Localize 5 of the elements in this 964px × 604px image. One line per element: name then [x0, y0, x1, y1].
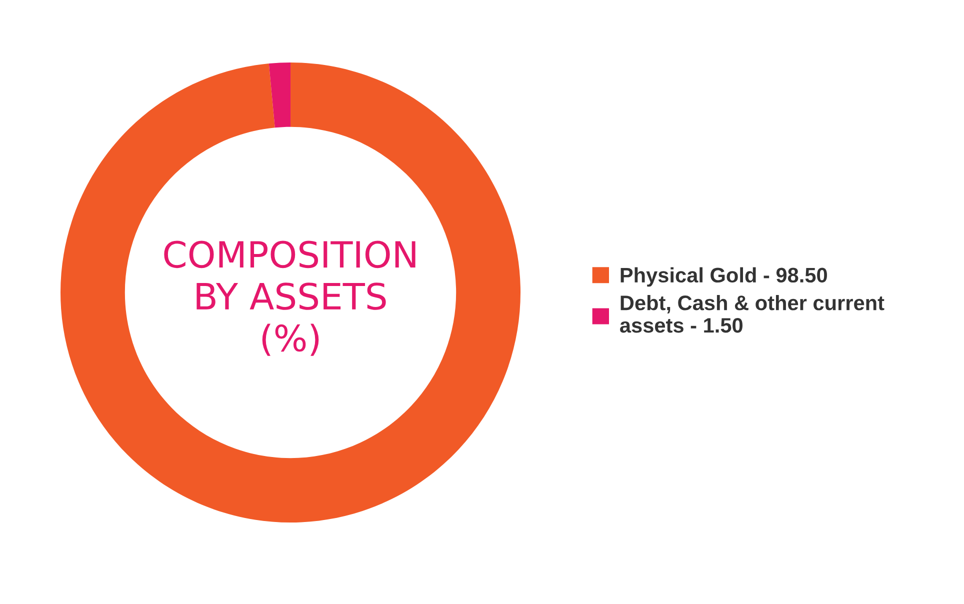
donut-slice — [60, 62, 520, 522]
legend-label: Debt, Cash & other current assets - 1.50 — [620, 295, 884, 333]
text: COMPOSITION BY ASSETS (%) — [164, 240, 416, 356]
donut-slice — [268, 62, 290, 128]
legend-label: Physical Gold - 98.50 — [620, 267, 827, 287]
